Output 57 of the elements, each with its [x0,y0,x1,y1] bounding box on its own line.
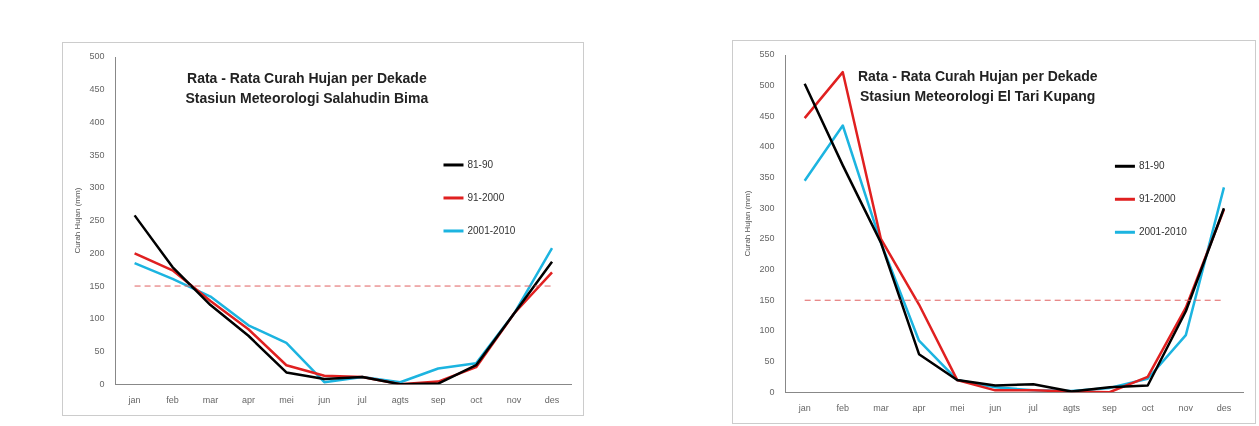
legend-label: 81-90 [467,158,494,170]
legend-label: 2001-2010 [1138,226,1188,238]
y-tick-label: 0 [769,386,775,397]
x-tick-label: jun [988,403,1002,414]
x-tick-label: agts [391,395,410,406]
x-tick-label: jan [797,403,811,414]
x-tick-label: sep [430,395,446,406]
y-tick-label: 400 [89,116,105,127]
y-tick-label: 450 [759,110,775,121]
x-tick-label: oct [470,395,483,406]
y-tick-label: 150 [759,294,775,305]
y-tick-label: 0 [99,378,105,389]
x-tick-label: nov [1178,403,1194,414]
x-tick-label: sep [1102,403,1117,414]
x-tick-label: mar [873,403,889,414]
y-tick-label: 500 [759,80,775,91]
x-tick-label: mei [279,395,294,406]
text: Rata - Rata Curah Hujan per Dekade Stasiun Meteorologi Salahudin Bima [185,69,429,106]
x-tick-label: oct [1141,403,1155,414]
x-tick-label: mei [949,403,965,414]
y-tick-label: 250 [759,233,775,244]
x-tick-label: feb [166,395,179,406]
legend-label: 91-2000 [1138,193,1177,205]
x-tick-label: agts [1062,403,1081,414]
legend-label: 81-90 [1138,160,1165,172]
y-tick-label: 500 [89,51,105,62]
y-tick-label: 300 [89,182,105,193]
y-tick-label: 250 [89,215,105,226]
text: Rata - Rata Curah Hujan per Dekade Stasiun Meteorologi El Tari Kupang [857,67,1098,104]
y-tick-label: 550 [759,49,775,60]
y-tick-label: 50 [94,345,105,356]
x-tick-label: apr [912,403,926,414]
x-tick-label: jul [1027,403,1038,414]
legend-label: 91-2000 [467,191,505,203]
x-tick-label: jan [127,395,141,406]
y-tick-label: 100 [89,313,105,324]
x-tick-label: mar [202,395,219,406]
y-axis-title: Curah Hujan (mm) [73,187,82,254]
x-tick-label: feb [836,403,850,414]
x-tick-label: des [1216,403,1232,414]
x-tick-label: apr [241,395,255,406]
x-tick-label: jul [356,395,367,406]
legend-label: 2001-2010 [467,224,516,236]
x-tick-label: nov [506,395,522,406]
y-tick-label: 450 [89,84,105,95]
x-tick-label: des [544,395,560,406]
y-tick-label: 200 [89,247,105,258]
y-tick-label: 350 [759,172,775,183]
y-tick-label: 200 [759,264,775,275]
y-tick-label: 100 [759,325,775,336]
y-tick-label: 300 [759,202,775,213]
y-tick-label: 150 [89,280,105,291]
x-tick-label: jun [317,395,331,406]
y-tick-label: 400 [759,141,775,152]
y-axis-title: Curah Hujan (mm) [743,190,752,257]
y-tick-label: 350 [89,149,105,160]
y-tick-label: 50 [764,356,775,367]
